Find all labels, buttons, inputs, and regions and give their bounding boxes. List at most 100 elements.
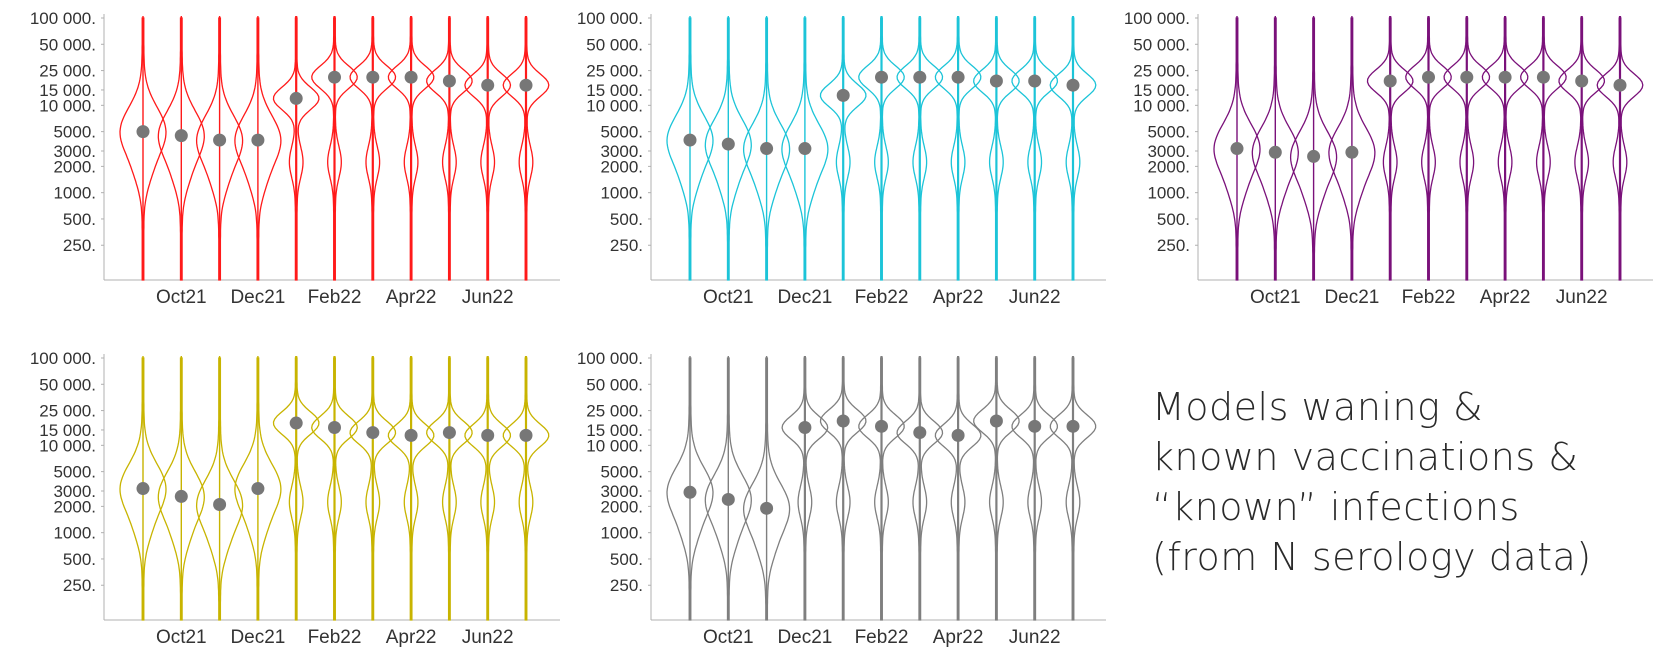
y-tick-label: 2000.: [1147, 157, 1190, 176]
y-tick-label: 250.: [610, 236, 643, 255]
violin-1: [666, 17, 714, 281]
y-tick-label: 2000.: [600, 157, 643, 176]
median-point: [481, 428, 495, 442]
median-point: [760, 501, 774, 515]
y-tick-label: 250.: [610, 576, 643, 595]
y-tick-label: 10 000.: [1133, 96, 1190, 115]
violin-3: [742, 357, 791, 621]
violin-2: [704, 357, 752, 621]
y-tick-label: 50 000.: [39, 375, 96, 394]
y-tick-label: 1000.: [600, 524, 643, 543]
median-point: [366, 70, 380, 84]
y-tick-label: 250.: [1157, 236, 1190, 255]
median-point: [519, 78, 533, 92]
x-tick-label: Feb22: [855, 287, 909, 308]
median-point: [1536, 70, 1550, 84]
y-tick-label: 5000.: [53, 123, 96, 142]
y-tick-label: 500.: [63, 550, 96, 569]
y-tick-label: 25 000.: [586, 402, 643, 421]
violin-1: [119, 17, 167, 281]
x-tick-label: Oct21: [703, 287, 754, 308]
median-point: [1066, 78, 1080, 92]
y-tick-label: 10 000.: [586, 436, 643, 455]
violin-3: [195, 357, 244, 621]
chart-panel-4: 100 000. 50 000. 25 000.15 000.10 000. 5000…: [30, 349, 560, 647]
y-tick-label: 100 000.: [577, 9, 643, 28]
median-point: [913, 70, 927, 84]
median-point: [1307, 149, 1321, 163]
x-tick-label: Feb22: [308, 287, 362, 308]
violin-2: [1251, 17, 1299, 281]
y-tick-label: 3000.: [600, 142, 643, 161]
violin-4: [1328, 17, 1376, 281]
median-point: [951, 70, 965, 84]
y-tick-label: 15 000.: [586, 81, 643, 100]
median-point: [1345, 145, 1359, 159]
y-tick-label: 5000.: [600, 463, 643, 482]
median-point: [213, 498, 227, 512]
violin-4: [781, 17, 829, 281]
median-point: [836, 88, 850, 102]
y-tick-label: 15 000.: [1133, 81, 1190, 100]
violin-1: [666, 357, 714, 621]
x-tick-label: Jun22: [1009, 627, 1061, 647]
caption-line-4: (from N serology data): [1152, 535, 1592, 579]
y-tick-label: 250.: [63, 576, 96, 595]
y-tick-label: 5000.: [1147, 123, 1190, 142]
median-point: [913, 426, 927, 440]
median-point: [136, 482, 150, 496]
median-point: [798, 142, 812, 156]
median-point: [683, 133, 697, 147]
chart-panel-3: 100 000. 50 000. 25 000.15 000.10 000. 5000…: [1124, 9, 1653, 308]
y-tick-label: 500.: [1157, 210, 1190, 229]
y-tick-label: 2000.: [600, 497, 643, 516]
violin-1: [1213, 17, 1261, 281]
median-point: [836, 414, 850, 428]
median-point: [683, 485, 697, 499]
median-point: [289, 416, 303, 430]
median-point: [366, 426, 380, 440]
violin-2: [704, 17, 752, 281]
x-tick-label: Jun22: [1556, 287, 1608, 308]
median-point: [875, 419, 888, 433]
y-tick-label: 2000.: [53, 497, 96, 516]
median-point: [1028, 74, 1042, 88]
x-tick-label: Oct21: [156, 287, 207, 308]
median-point: [442, 74, 456, 88]
y-tick-label: 25 000.: [39, 62, 96, 81]
chart-panel-5: 100 000. 50 000. 25 000.15 000.10 000. 5000…: [577, 349, 1106, 647]
y-tick-label: 100 000.: [577, 349, 643, 368]
x-tick-label: Apr22: [933, 287, 984, 308]
y-tick-label: 250.: [63, 236, 96, 255]
median-point: [174, 129, 188, 143]
y-tick-label: 500.: [610, 550, 643, 569]
y-tick-label: 3000.: [53, 482, 96, 501]
x-tick-label: Feb22: [1402, 287, 1456, 308]
y-tick-label: 1000.: [1147, 184, 1190, 203]
x-tick-label: Oct21: [1250, 287, 1301, 308]
median-point: [1268, 145, 1282, 159]
median-point: [442, 426, 456, 440]
y-tick-label: 3000.: [1147, 142, 1190, 161]
y-tick-label: 25 000.: [586, 62, 643, 81]
x-tick-label: Feb22: [308, 627, 362, 647]
y-tick-label: 50 000.: [1133, 35, 1190, 54]
median-point: [174, 489, 188, 503]
y-tick-label: 1000.: [53, 524, 96, 543]
violin-3: [742, 17, 791, 281]
y-tick-label: 1000.: [53, 184, 96, 203]
median-point: [1066, 419, 1080, 433]
caption-text: Models waning & known vaccinations & “kn…: [1152, 382, 1642, 582]
x-tick-label: Oct21: [703, 627, 754, 647]
median-point: [951, 428, 965, 442]
y-tick-label: 1000.: [600, 184, 643, 203]
y-tick-label: 2000.: [53, 157, 96, 176]
y-tick-label: 10 000.: [586, 96, 643, 115]
x-tick-label: Apr22: [933, 627, 984, 647]
x-tick-label: Dec21: [777, 627, 832, 647]
y-tick-label: 10 000.: [39, 436, 96, 455]
x-tick-label: Apr22: [386, 627, 437, 647]
median-point: [798, 421, 812, 435]
y-tick-label: 500.: [610, 210, 643, 229]
